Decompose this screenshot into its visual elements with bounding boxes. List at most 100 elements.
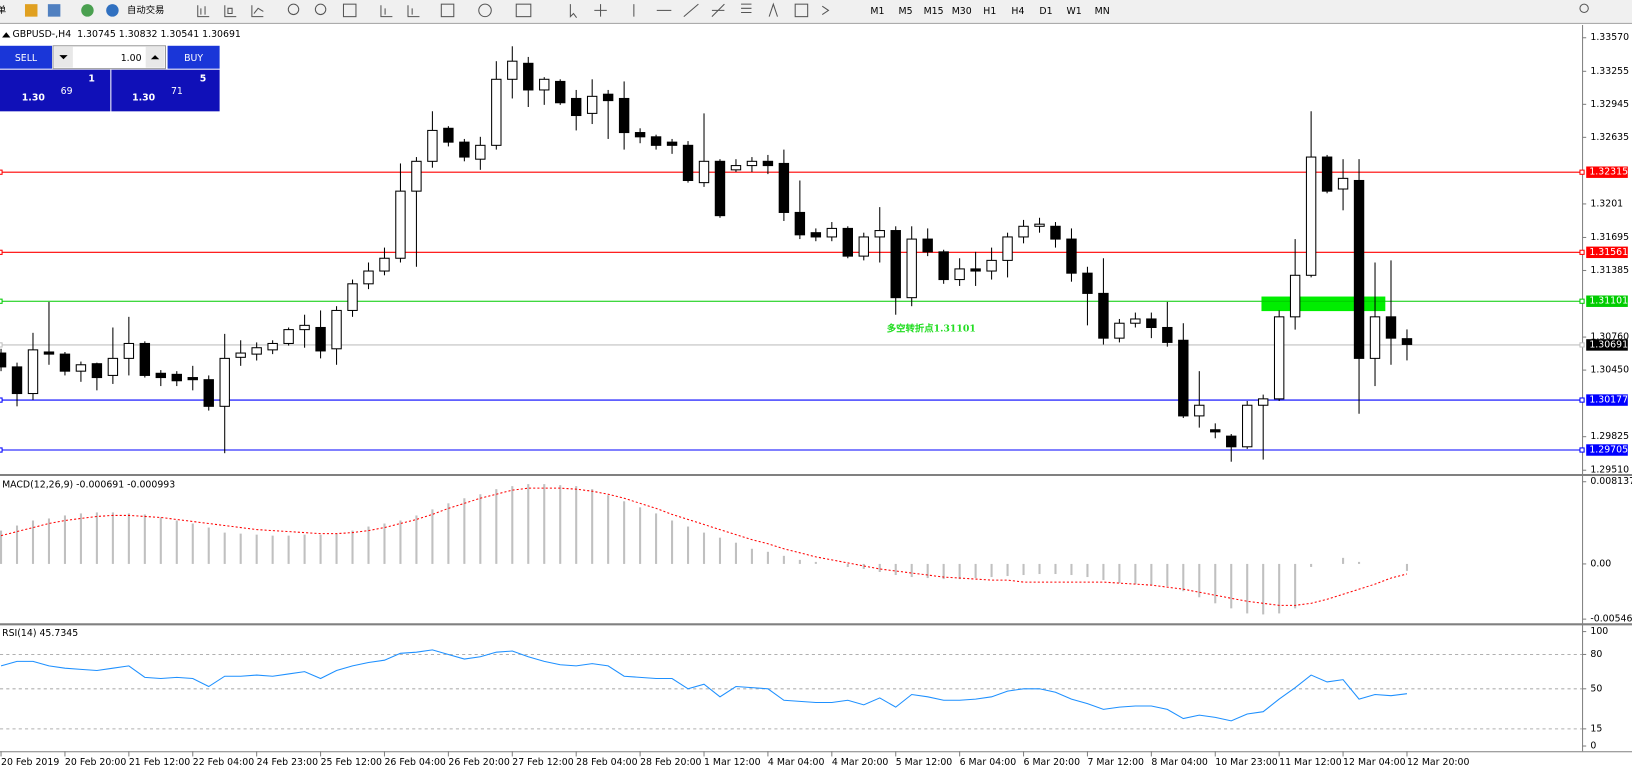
- tool-icon[interactable]: [314, 3, 327, 16]
- sell-price-box[interactable]: [0, 69, 111, 112]
- tool-icon[interactable]: [440, 3, 455, 18]
- crosshair-tool[interactable]: [594, 4, 607, 17]
- candle-body: [1273, 316, 1285, 400]
- x-tick-label: 11 Mar 12:00: [1279, 757, 1342, 768]
- y-tick-label: 1.29825: [1590, 431, 1629, 442]
- candle-body: [1257, 398, 1269, 406]
- buy-button[interactable]: [167, 45, 220, 69]
- candle-body: [1242, 404, 1253, 448]
- x-tick-label: 4 Mar 04:00: [768, 757, 825, 768]
- candle-body: [1082, 272, 1093, 294]
- candle-body: [1018, 225, 1029, 238]
- candle-body: [1353, 179, 1365, 359]
- collapse-icon: [2, 32, 11, 38]
- buy-price-box[interactable]: [111, 69, 220, 112]
- tool-icon[interactable]: [197, 5, 210, 18]
- search[interactable]: [1579, 3, 1589, 14]
- period-button[interactable]: W1: [1067, 6, 1082, 17]
- y-tick-label: 1.30760: [1590, 332, 1629, 343]
- candle-body: [331, 309, 342, 350]
- signal-line: [0, 487, 1408, 606]
- y-tick-label: 0.008137: [1590, 476, 1632, 487]
- tool-icon[interactable]: [251, 5, 264, 18]
- tool-icon[interactable]: [81, 4, 94, 17]
- tool-icon[interactable]: [24, 4, 38, 17]
- toolbar-label: 单: [0, 4, 6, 16]
- toolbar: [0, 0, 1632, 23]
- level-handle: [0, 169, 3, 175]
- level-handle: [0, 298, 3, 304]
- sell-button[interactable]: [0, 45, 53, 69]
- candle-body: [1321, 156, 1333, 192]
- auto-trade-icon[interactable]: [106, 4, 119, 17]
- candle-body: [459, 141, 470, 158]
- period-button[interactable]: M5: [898, 6, 912, 17]
- x-tick-label: 26 Feb 20:00: [448, 757, 509, 768]
- tool-icon[interactable]: [515, 3, 532, 18]
- candle-body: [874, 230, 885, 238]
- level-label-box: [1586, 394, 1628, 406]
- buy-price-big: 71: [171, 86, 183, 97]
- candle-body: [555, 80, 566, 104]
- period-button[interactable]: M30: [952, 6, 972, 17]
- trendline-tool[interactable]: [683, 3, 699, 18]
- tool-icon[interactable]: [342, 3, 357, 18]
- x-tick-label: 21 Feb 12:00: [129, 757, 190, 768]
- channel-tool[interactable]: [711, 3, 725, 18]
- level-handle: [0, 447, 3, 453]
- candle-body: [1385, 316, 1397, 339]
- tool-icon[interactable]: [478, 3, 492, 18]
- x-tick-label: 26 Feb 04:00: [384, 757, 445, 768]
- candle-body: [1305, 156, 1317, 276]
- candle-body: [1034, 223, 1045, 227]
- candle-body: [539, 78, 550, 91]
- y-tick-label: 50: [1590, 683, 1602, 694]
- buy-label[interactable]: BUY: [184, 53, 203, 64]
- candle-body: [778, 162, 790, 213]
- candle-body: [411, 160, 422, 192]
- period-button[interactable]: H4: [1011, 6, 1024, 17]
- candle-body: [1401, 338, 1413, 345]
- candle-body: [43, 351, 55, 355]
- period-button[interactable]: MN: [1095, 6, 1110, 17]
- level-handle: [1579, 397, 1585, 403]
- period-button[interactable]: H1: [983, 6, 996, 17]
- cursor-tool[interactable]: [569, 4, 578, 19]
- candle-body: [427, 129, 438, 162]
- sell-label[interactable]: SELL: [15, 53, 38, 64]
- y-tick-label: 1.33255: [1590, 66, 1629, 77]
- candle-body: [1066, 238, 1077, 274]
- x-tick-label: 28 Feb 04:00: [576, 757, 637, 768]
- candle-body: [570, 97, 582, 117]
- text-tool[interactable]: [768, 2, 778, 17]
- chart-title: GBPUSD-,H4 1.30745 1.30832 1.30541 1.306…: [12, 29, 240, 40]
- candle-body: [523, 62, 534, 91]
- auto-trade-button[interactable]: 自动交易: [127, 4, 164, 16]
- tool-icon[interactable]: [287, 3, 300, 16]
- level-handle: [1579, 342, 1585, 348]
- period-button[interactable]: M1: [870, 6, 884, 17]
- y-tick-label: 1.31695: [1590, 232, 1629, 243]
- tool-icon[interactable]: [380, 5, 393, 18]
- arrow-tool[interactable]: [821, 5, 830, 15]
- candle-body: [235, 352, 246, 358]
- level-label: 1.30177: [1589, 395, 1628, 406]
- x-tick-label: 20 Feb 2019: [1, 757, 59, 768]
- level-label: 1.29705: [1589, 445, 1628, 456]
- tool-icon[interactable]: [47, 4, 61, 17]
- tool-icon[interactable]: [224, 5, 237, 18]
- panel-title: MACD(12,26,9) -0.000691 -0.000993: [2, 479, 175, 490]
- lot-value[interactable]: 1.00: [121, 53, 142, 64]
- label-tool[interactable]: [794, 3, 809, 18]
- sell-price-prefix: 1.30: [22, 92, 46, 103]
- x-tick-label: 22 Feb 04:00: [193, 757, 254, 768]
- lot-field[interactable]: [52, 45, 167, 70]
- period-button[interactable]: D1: [1039, 6, 1052, 17]
- fibo-tool[interactable]: [741, 3, 752, 14]
- candle-body: [1146, 318, 1157, 329]
- x-tick-label: 24 Feb 23:00: [257, 757, 318, 768]
- tool-icon[interactable]: [407, 5, 420, 18]
- period-button[interactable]: M15: [924, 6, 944, 17]
- candle-body: [650, 136, 662, 146]
- candle-body: [107, 357, 119, 376]
